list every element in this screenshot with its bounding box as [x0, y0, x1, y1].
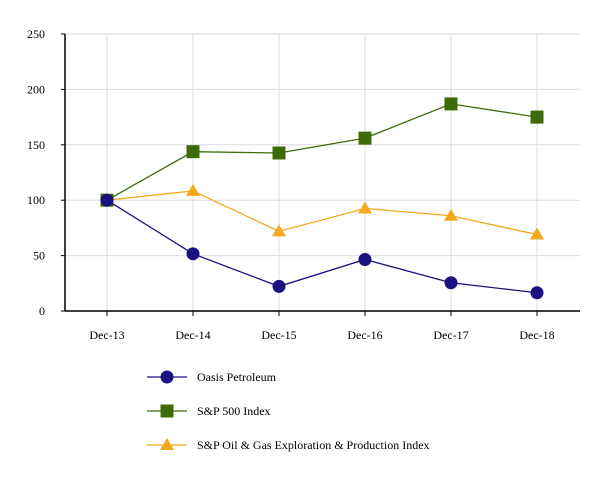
x-tick-label: Dec-16 — [347, 328, 382, 342]
x-tick-label: Dec-15 — [261, 328, 296, 342]
legend-label: Oasis Petroleum — [197, 370, 277, 384]
legend-label: S&P 500 Index — [197, 404, 271, 418]
x-tick-label: Dec-14 — [175, 328, 210, 342]
data-point-square — [272, 146, 286, 160]
data-point-triangle — [272, 224, 286, 237]
data-point-circle — [272, 279, 286, 293]
data-point-square — [444, 97, 458, 111]
series-line-1 — [106, 199, 538, 294]
legend-marker-circle — [160, 370, 174, 384]
legend-label: S&P Oil & Gas Exploration & Production I… — [197, 438, 430, 452]
x-tick-label: Dec-17 — [433, 328, 468, 342]
data-point-square — [186, 145, 200, 159]
data-point-square — [358, 131, 372, 145]
y-tick-label: 150 — [27, 138, 45, 152]
x-tick-label: Dec-18 — [519, 328, 554, 342]
data-point-circle — [186, 247, 200, 261]
data-point-square — [530, 110, 544, 124]
data-point-triangle — [358, 201, 372, 214]
data-point-circle — [100, 193, 114, 207]
y-tick-label: 0 — [39, 304, 45, 318]
legend-marker-triangle — [160, 438, 174, 450]
legend-marker-square — [160, 404, 174, 418]
y-tick-label: 250 — [27, 27, 45, 41]
y-tick-label: 100 — [27, 193, 45, 207]
data-point-circle — [530, 286, 544, 300]
series-line-3 — [106, 190, 538, 236]
data-point-triangle — [186, 183, 200, 196]
y-tick-label: 200 — [27, 82, 45, 96]
series-line-2 — [106, 103, 538, 201]
data-point-triangle — [530, 227, 544, 240]
data-point-triangle — [444, 208, 458, 221]
x-tick-label: Dec-13 — [89, 328, 124, 342]
data-point-circle — [358, 252, 372, 266]
data-point-circle — [444, 276, 458, 290]
y-tick-label: 50 — [33, 249, 45, 263]
